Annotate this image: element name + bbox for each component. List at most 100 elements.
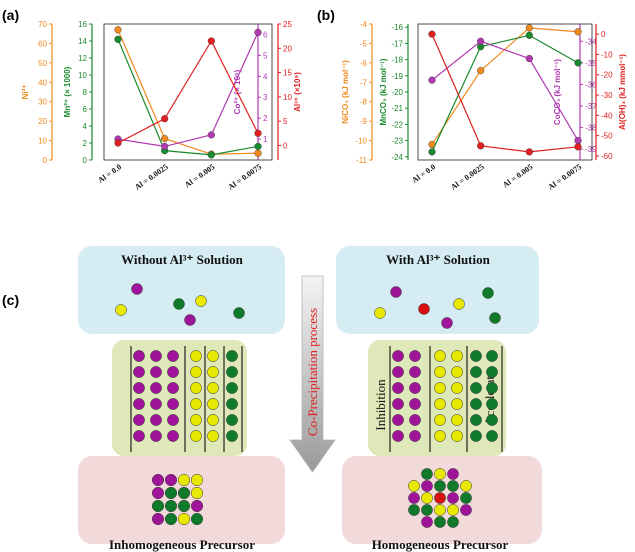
tick-label-b-co: -36 (585, 80, 597, 89)
left-solution-box (78, 246, 285, 334)
ion-green (408, 504, 420, 516)
ion-purple (167, 382, 179, 394)
ion-purple (150, 398, 162, 410)
data-point-a-al (161, 115, 169, 123)
axis-label-a-al: Al³⁺ (×10⁹) (293, 72, 302, 112)
ion-yellow (374, 307, 386, 319)
ion-green (173, 298, 185, 310)
data-point-a-al (254, 129, 262, 137)
tick-label-a-al: 25 (283, 20, 292, 29)
tick-label-b-ni: -7 (360, 78, 368, 87)
ion-purple (409, 414, 421, 426)
tick-label-a-mn: 8 (83, 88, 88, 97)
ion-green (164, 486, 178, 500)
ion-yellow (434, 414, 446, 426)
axis-label-b-mn: MnCO₃ (kJ mol⁻¹) (379, 58, 388, 125)
ion-green (164, 499, 178, 513)
ion-green (151, 499, 165, 513)
process-arrow-label: Co-Precipitation process (305, 308, 320, 436)
ion-purple (409, 398, 421, 410)
ion-purple (133, 430, 145, 442)
tick-label-b-mn: -18 (391, 56, 403, 65)
ion-green (233, 307, 245, 319)
category-label-a: Al = 0.005 (183, 162, 216, 189)
data-point-a-al (207, 37, 215, 45)
ion-yellow (190, 350, 202, 362)
ion-purple (392, 414, 404, 426)
ion-purple (441, 317, 453, 329)
series-line-a-mn (117, 39, 259, 156)
tick-label-b-al: -20 (601, 71, 613, 80)
ion-purple (150, 366, 162, 378)
tick-label-b-ni: -4 (360, 20, 368, 29)
tick-label-a-ni: 60 (38, 39, 47, 48)
ion-green (470, 398, 482, 410)
ion-green (421, 504, 433, 516)
ion-green (486, 414, 498, 426)
data-point-a-co (207, 131, 215, 139)
ion-purple (392, 366, 404, 378)
ion-green (447, 516, 459, 528)
ion-purple (392, 398, 404, 410)
tick-label-a-co: 4 (263, 72, 268, 81)
ion-green (489, 312, 501, 324)
tick-label-b-al: -10 (601, 50, 613, 59)
axis-label-a-mn: Mn²⁺ (× 1000) (63, 66, 72, 117)
tick-label-b-co: -39 (585, 145, 597, 154)
series-line-a-al (117, 39, 259, 144)
tick-label-a-al: 0 (283, 141, 288, 150)
ion-yellow (177, 512, 191, 526)
data-point-b-co (428, 76, 436, 84)
ion-yellow (190, 366, 202, 378)
inhibition-label: Inhibition (373, 379, 388, 431)
ion-green (226, 430, 238, 442)
data-point-a-al (114, 139, 122, 147)
category-label-b: Al = 0.0 (410, 162, 437, 185)
ion-purple (392, 350, 404, 362)
category-label-b: Al = 0.005 (501, 162, 534, 189)
tick-label-b-ni: -5 (360, 39, 368, 48)
ion-purple (150, 414, 162, 426)
tick-label-a-al: 20 (283, 44, 292, 53)
ion-purple (409, 366, 421, 378)
tick-label-a-mn: 14 (78, 37, 87, 46)
series-line-b-al (431, 33, 579, 153)
ion-purple (167, 350, 179, 362)
ion-yellow (451, 398, 463, 410)
ion-purple (460, 504, 472, 516)
ion-purple (392, 382, 404, 394)
ion-purple (151, 512, 165, 526)
tick-label-a-mn: 16 (78, 20, 87, 29)
tick-label-b-co: -38 (585, 124, 597, 133)
axis-label-a-ni: Ni²⁺ (21, 85, 30, 100)
series-line-b-ni (431, 27, 579, 145)
tick-label-b-ni: -11 (356, 156, 368, 165)
tick-label-b-mn: -21 (391, 104, 403, 113)
ion-green (486, 430, 498, 442)
ion-yellow (190, 486, 204, 500)
ion-yellow (434, 430, 446, 442)
ion-yellow (207, 430, 219, 442)
ion-yellow (207, 414, 219, 426)
ion-yellow (207, 366, 219, 378)
ion-red (434, 492, 446, 504)
ion-purple (190, 499, 204, 513)
category-label-a: Al = 0.0075 (226, 162, 263, 191)
tick-label-b-ni: -8 (360, 98, 368, 107)
tick-label-b-al: -40 (601, 111, 613, 120)
ion-yellow (190, 430, 202, 442)
ion-green (470, 414, 482, 426)
ion-yellow (190, 414, 202, 426)
tick-label-a-co: 6 (263, 30, 268, 39)
ion-yellow (195, 295, 207, 307)
tick-label-b-co: -37 (585, 102, 597, 111)
ion-green (486, 382, 498, 394)
category-label-a: Al = 0.0025 (133, 162, 170, 191)
axis-label-b-al: Al(OH)₃ (kJ mmol⁻¹) (618, 54, 627, 130)
ion-purple (167, 430, 179, 442)
ion-yellow (460, 480, 472, 492)
tick-label-a-ni: 20 (38, 117, 47, 126)
tick-label-a-co: 5 (263, 51, 268, 60)
tick-label-a-ni: 10 (38, 137, 47, 146)
